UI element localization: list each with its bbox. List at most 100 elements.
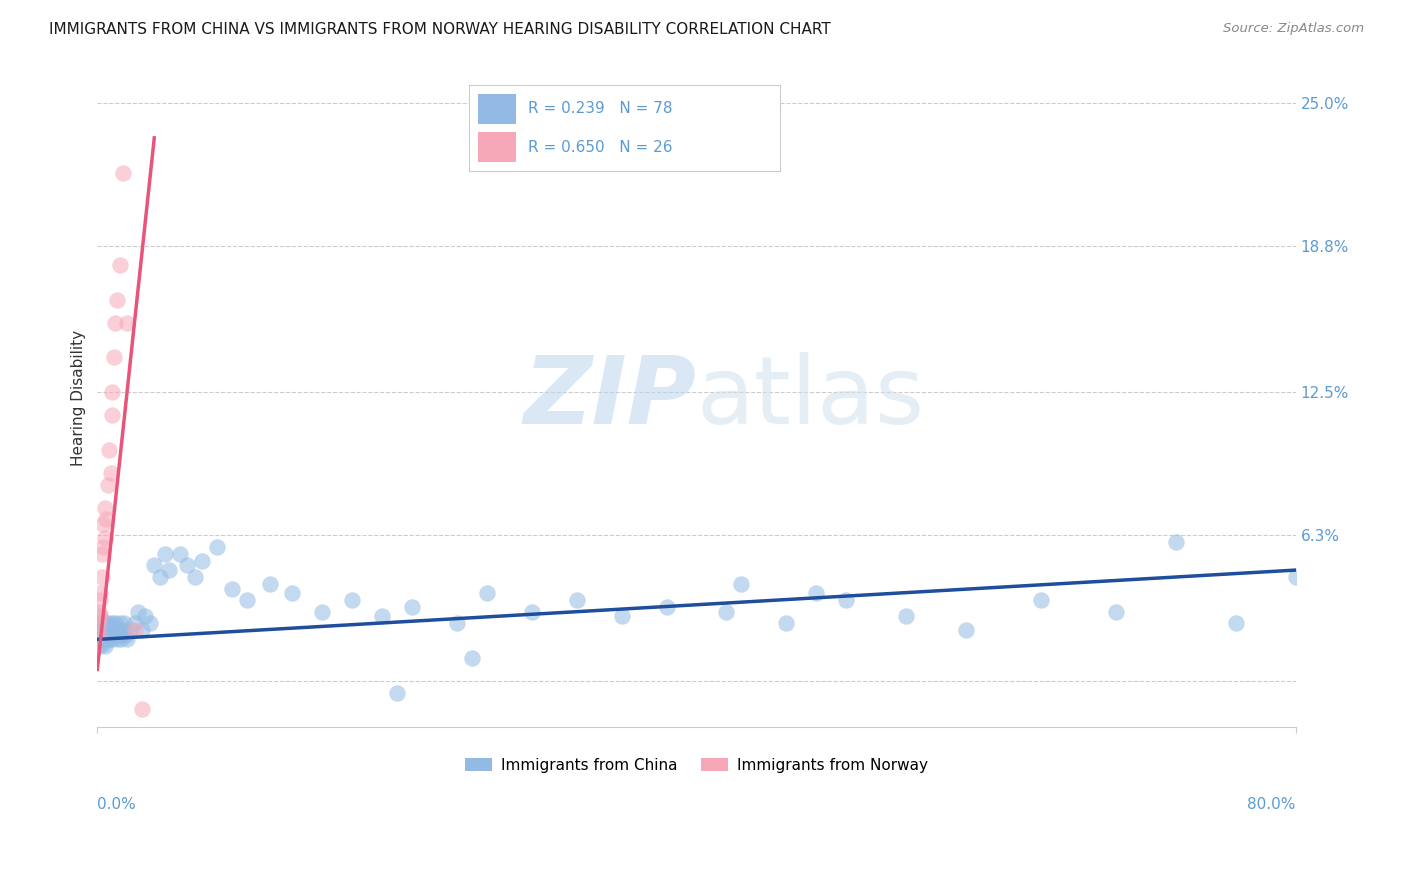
Point (610, 609, 633, 624)
Text: ZIP: ZIP (523, 351, 696, 444)
Y-axis label: Hearing Disability: Hearing Disability (72, 330, 86, 466)
Point (111, 165, 134, 179)
Point (89, 586, 111, 600)
Point (153, 547, 176, 561)
Point (565, 593, 588, 607)
Point (655, 600, 678, 615)
Point (101, 616, 124, 631)
Point (1164, 535, 1187, 549)
Point (90, 570, 112, 584)
Point (97, 616, 120, 631)
Point (94, 616, 117, 631)
Point (97, 477, 120, 491)
Legend: Immigrants from China, Immigrants from Norway: Immigrants from China, Immigrants from N… (458, 752, 935, 779)
Point (96, 623, 118, 637)
Point (461, 651, 484, 665)
Point (139, 616, 162, 631)
Point (131, 702, 153, 716)
Point (157, 563, 180, 577)
Point (97, 628, 120, 642)
Point (105, 632, 128, 647)
Text: IMMIGRANTS FROM CHINA VS IMMIGRANTS FROM NORWAY HEARING DISABILITY CORRELATION C: IMMIGRANTS FROM CHINA VS IMMIGRANTS FROM… (49, 22, 831, 37)
Point (446, 616, 468, 631)
Point (94, 640, 117, 654)
Point (131, 623, 153, 637)
Point (108, 258, 131, 272)
Point (143, 558, 166, 573)
Point (191, 554, 214, 568)
Point (87, 628, 110, 642)
Point (90, 547, 112, 561)
Point (105, 293, 128, 307)
Point (110, 632, 132, 647)
Point (149, 570, 172, 584)
Point (89, 609, 111, 624)
Point (1105, 605, 1128, 619)
Point (806, 586, 828, 600)
Point (96, 632, 118, 647)
Point (101, 408, 124, 422)
Point (124, 623, 146, 637)
Point (87, 605, 110, 619)
Point (89, 609, 111, 624)
Point (169, 547, 191, 561)
Point (94, 500, 117, 515)
Point (87, 640, 110, 654)
Point (93, 623, 115, 637)
Point (730, 577, 752, 591)
Point (176, 558, 198, 573)
Point (114, 628, 136, 642)
Point (475, 586, 498, 600)
Point (1225, 616, 1247, 631)
Point (134, 609, 156, 624)
Point (90, 628, 112, 642)
Point (520, 605, 543, 619)
Point (111, 623, 134, 637)
Point (89, 632, 111, 647)
Point (311, 605, 333, 619)
Point (89, 593, 111, 607)
Point (120, 623, 142, 637)
Point (371, 609, 394, 624)
Text: Source: ZipAtlas.com: Source: ZipAtlas.com (1223, 22, 1364, 36)
Point (103, 351, 125, 365)
Point (94, 628, 117, 642)
Point (98, 442, 121, 457)
Point (93, 637, 115, 651)
Point (90, 616, 112, 631)
Point (1284, 570, 1306, 584)
Point (259, 577, 281, 591)
Point (87, 628, 110, 642)
Point (103, 623, 125, 637)
Point (87, 616, 110, 631)
Point (281, 586, 304, 600)
Point (90, 632, 112, 647)
Point (236, 593, 259, 607)
Point (955, 623, 977, 637)
Point (108, 616, 131, 631)
Point (112, 616, 135, 631)
Point (401, 600, 423, 615)
Point (1029, 593, 1052, 607)
Point (183, 570, 205, 584)
Point (98, 623, 121, 637)
Point (385, 685, 408, 699)
Point (107, 623, 129, 637)
Point (775, 616, 797, 631)
Point (205, 540, 228, 554)
Point (87, 616, 110, 631)
Point (221, 582, 243, 596)
Point (894, 609, 917, 624)
Point (89, 623, 111, 637)
Point (124, 616, 146, 631)
Point (94, 531, 117, 545)
Point (104, 316, 127, 330)
Point (101, 632, 124, 647)
Point (117, 632, 139, 647)
Text: 0.0%: 0.0% (97, 797, 136, 812)
Point (93, 516, 115, 531)
Point (100, 628, 122, 642)
Text: 80.0%: 80.0% (1247, 797, 1295, 812)
Point (104, 628, 127, 642)
Point (716, 605, 738, 619)
